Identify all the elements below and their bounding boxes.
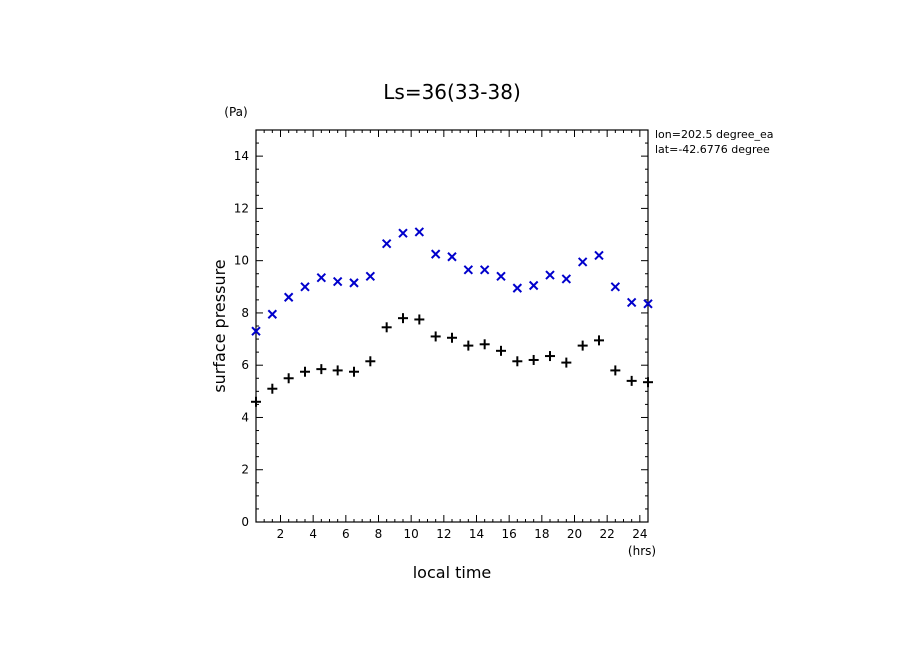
plus-marker-point <box>512 356 523 367</box>
plus-marker-point <box>349 366 359 377</box>
x-tick-label: 6 <box>342 527 350 541</box>
plus-marker-point <box>610 365 621 376</box>
lon-annotation: lon=202.5 degree_ea <box>655 128 774 141</box>
x-marker-point <box>332 276 343 287</box>
x-axis-label: local time <box>413 563 492 582</box>
plus-marker-point <box>643 377 653 388</box>
x-tick-label: 8 <box>375 527 383 541</box>
data-points <box>251 227 653 407</box>
x-unit-label: (hrs) <box>628 544 656 558</box>
plus-marker-point <box>545 351 555 362</box>
y-axis-label: surface pressure <box>210 259 229 392</box>
x-tick-label: 24 <box>632 527 647 541</box>
plus-marker-point <box>283 373 294 384</box>
plus-marker-point <box>447 332 457 343</box>
x-marker-point <box>316 272 327 283</box>
x-marker-point <box>300 282 310 292</box>
x-marker-point <box>283 292 294 302</box>
y-tick-label: 4 <box>241 410 249 424</box>
plus-marker-point <box>414 314 425 325</box>
x-marker-point <box>365 271 376 282</box>
plus-marker-point <box>430 331 441 342</box>
plus-marker-point <box>365 356 376 367</box>
plus-marker-point <box>479 339 490 350</box>
x-tick-label: 18 <box>534 527 549 541</box>
y-unit-label: (Pa) <box>224 105 247 119</box>
x-marker-point <box>381 238 392 249</box>
plot-frame <box>255 129 649 523</box>
plus-marker-point <box>577 340 588 351</box>
x-marker-point <box>479 265 490 275</box>
x-marker-point <box>267 309 278 319</box>
plus-marker-point <box>496 345 506 356</box>
x-marker-point <box>561 274 572 284</box>
plus-marker-point <box>626 375 637 386</box>
chart-title: Ls=36(33-38) <box>383 80 521 104</box>
plus-marker-point <box>332 365 343 376</box>
x-marker-point <box>512 283 523 293</box>
x-tick-label: 22 <box>600 527 615 541</box>
x-marker-point <box>528 280 539 291</box>
x-marker-point <box>414 227 425 237</box>
x-marker-point <box>447 252 457 262</box>
x-marker-point <box>251 326 261 336</box>
x-tick-label: 2 <box>277 527 285 541</box>
x-tick-label: 4 <box>309 527 317 541</box>
plus-marker-point <box>381 322 392 333</box>
x-tick-label: 20 <box>567 527 582 541</box>
plus-marker-point <box>398 313 408 324</box>
x-marker-point <box>610 282 621 292</box>
y-tick-label: 12 <box>234 201 249 215</box>
x-marker-point <box>545 270 555 280</box>
plus-marker-point <box>594 335 604 346</box>
x-marker-point <box>594 250 604 261</box>
x-marker-point <box>430 249 441 259</box>
x-tick-label: 10 <box>404 527 419 541</box>
x-marker-point <box>626 297 637 308</box>
x-marker-point <box>496 271 506 282</box>
y-tick-label: 10 <box>234 254 249 268</box>
x-tick-label: 12 <box>436 527 451 541</box>
plus-marker-point <box>316 364 327 375</box>
x-marker-point <box>398 228 408 238</box>
plus-marker-point <box>251 396 261 407</box>
plus-marker-point <box>528 354 539 365</box>
x-marker-point <box>463 265 474 275</box>
x-tick-label: 16 <box>502 527 517 541</box>
x-marker-point <box>349 278 359 288</box>
y-tick-label: 0 <box>241 515 249 529</box>
y-tick-label: 8 <box>241 306 249 320</box>
x-marker-point <box>577 257 588 267</box>
y-tick-label: 14 <box>234 149 249 163</box>
lat-annotation: lat=-42.6776 degree <box>655 143 770 156</box>
y-tick-label: 6 <box>241 358 249 372</box>
x-tick-label: 14 <box>469 527 484 541</box>
plus-marker-point <box>300 366 310 377</box>
plus-marker-point <box>267 383 278 394</box>
plus-marker-point <box>561 357 572 368</box>
y-tick-label: 2 <box>241 463 249 477</box>
plus-marker-point <box>463 340 474 351</box>
x-marker-point <box>643 299 653 309</box>
